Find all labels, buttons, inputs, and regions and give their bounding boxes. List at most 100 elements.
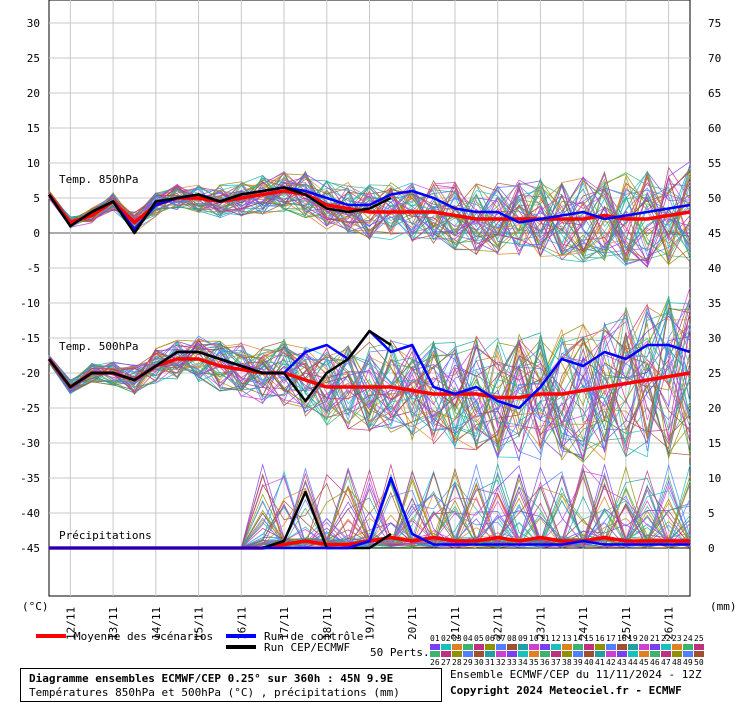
- left-tick-label: -5: [27, 262, 40, 275]
- member-number: 46: [650, 658, 660, 667]
- member-swatch: [452, 651, 462, 657]
- member-swatch: [540, 651, 550, 657]
- member-number: 10: [529, 634, 539, 643]
- member-color-grid: 01 26 02 27 03 28 04 29 05 30 06 31 07 32 08 33 09 34 10 35…: [430, 634, 705, 670]
- member-number: 47: [661, 658, 671, 667]
- member-swatch: [474, 644, 484, 650]
- member-line: [48, 338, 691, 425]
- legend-control-swatch: [226, 634, 256, 638]
- member-swatch: [672, 651, 682, 657]
- member-number: 06: [485, 634, 495, 643]
- right-tick-label: 70: [708, 52, 721, 65]
- member-number: 08: [507, 634, 517, 643]
- left-tick-label: 15: [27, 122, 40, 135]
- member-swatch: [595, 651, 605, 657]
- member-swatch: [694, 651, 704, 657]
- member-swatch: [562, 644, 572, 650]
- x-tick-label: 18/11: [321, 607, 334, 640]
- member-swatch: [584, 651, 594, 657]
- member-swatch: [573, 644, 583, 650]
- member-number: 42: [606, 658, 616, 667]
- member-number: 16: [595, 634, 605, 643]
- x-tick-label: 20/11: [406, 607, 419, 640]
- member-number: 23: [672, 634, 682, 643]
- right-tick-label: 15: [708, 437, 721, 450]
- member-line: [48, 287, 691, 451]
- member-swatch: [694, 644, 704, 650]
- member-number: 35: [529, 658, 539, 667]
- member-swatch: [683, 651, 693, 657]
- member-swatch: [529, 644, 539, 650]
- footer-title: Diagramme ensembles ECMWF/CEP 0.25° sur …: [29, 672, 394, 685]
- member-line: [48, 337, 691, 463]
- member-number: 17: [606, 634, 616, 643]
- right-tick-label: 45: [708, 227, 721, 240]
- series-t500: [48, 329, 392, 403]
- footer-subtitle: Températures 850hPa et 500hPa (°C) , pré…: [29, 686, 400, 699]
- member-swatch: [617, 644, 627, 650]
- member-number: 14: [573, 634, 583, 643]
- member-number: 25: [694, 634, 704, 643]
- member-number: 28: [452, 658, 462, 667]
- member-swatch: [628, 644, 638, 650]
- right-tick-label: 65: [708, 87, 721, 100]
- member-number: 22: [661, 634, 671, 643]
- label-t500: Temp. 500hPa: [59, 340, 138, 353]
- left-tick-label: 30: [27, 17, 40, 30]
- right-tick-label: 50: [708, 192, 721, 205]
- member-swatch: [551, 651, 561, 657]
- member-line: [48, 344, 691, 447]
- x-tick-label: 17/11: [278, 607, 291, 640]
- member-number: 34: [518, 658, 528, 667]
- member-swatch: [672, 644, 682, 650]
- member-swatch: [628, 651, 638, 657]
- member-line: [48, 177, 691, 255]
- member-number: 39: [573, 658, 583, 667]
- member-swatch: [430, 644, 440, 650]
- right-tick-label: 75: [708, 17, 721, 30]
- right-tick-label: 25: [708, 367, 721, 380]
- x-tick-label: 16/11: [235, 607, 248, 640]
- right-tick-label: 5: [708, 507, 715, 520]
- left-tick-label: 20: [27, 87, 40, 100]
- member-swatch: [617, 651, 627, 657]
- member-number: 21: [650, 634, 660, 643]
- member-swatch: [463, 651, 473, 657]
- member-number: 07: [496, 634, 506, 643]
- right-tick-label: 40: [708, 262, 721, 275]
- member-line: [48, 341, 691, 458]
- member-swatch: [496, 651, 506, 657]
- member-number: 27: [441, 658, 451, 667]
- member-number: 48: [672, 658, 682, 667]
- member-swatch: [518, 644, 528, 650]
- member-number: 36: [540, 658, 550, 667]
- member-number: 11: [540, 634, 550, 643]
- member-swatch: [573, 651, 583, 657]
- member-number: 13: [562, 634, 572, 643]
- series-t850: [47, 186, 392, 235]
- left-tick-label: -10: [20, 297, 40, 310]
- member-swatch: [661, 651, 671, 657]
- member-line: [48, 307, 691, 457]
- member-line: [48, 335, 691, 453]
- x-tick-label: 13/11: [107, 607, 120, 640]
- member-swatch: [639, 651, 649, 657]
- member-swatch: [584, 644, 594, 650]
- member-number: 18: [617, 634, 627, 643]
- x-tick-label: 25/11: [620, 607, 633, 640]
- label-t850: Temp. 850hPa: [59, 173, 138, 186]
- main-series: [47, 186, 691, 550]
- member-number: 03: [452, 634, 462, 643]
- member-swatch: [485, 651, 495, 657]
- left-tick-label: -40: [20, 507, 40, 520]
- left-tick-label: -35: [20, 472, 40, 485]
- member-number: 29: [463, 658, 473, 667]
- member-swatch: [430, 651, 440, 657]
- member-number: 12: [551, 634, 561, 643]
- member-swatch: [661, 644, 671, 650]
- member-swatch: [540, 644, 550, 650]
- right-tick-label: 20: [708, 402, 721, 415]
- member-swatch: [639, 644, 649, 650]
- member-number: 31: [485, 658, 495, 667]
- member-line: [48, 307, 691, 449]
